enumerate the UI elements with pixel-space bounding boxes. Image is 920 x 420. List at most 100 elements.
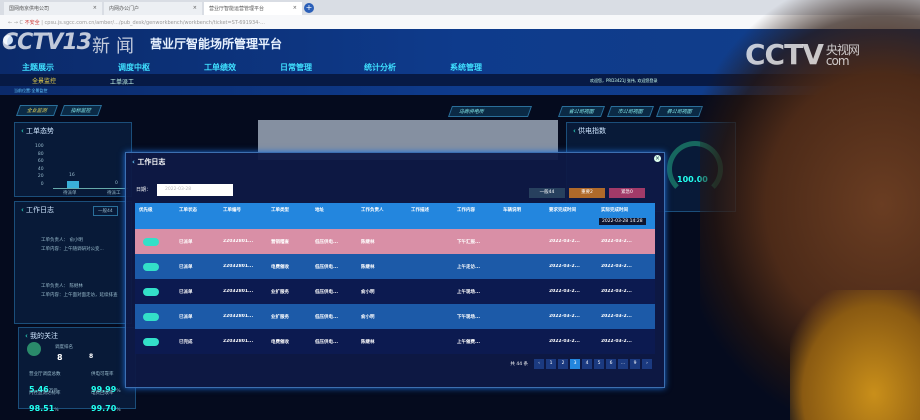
nav-item[interactable]: 工单绩效 bbox=[204, 63, 236, 72]
filter-important-button[interactable]: 重要2 bbox=[569, 188, 605, 198]
y-tick: 100 bbox=[35, 144, 44, 149]
metric: 营业厅调度总数 5.46万元 bbox=[29, 371, 61, 396]
table-cell: 俞小明 bbox=[361, 314, 375, 320]
table-cell: 业扩服务 bbox=[271, 314, 289, 320]
page-button[interactable]: 9 bbox=[630, 359, 640, 369]
table-cell: 2022-03-2... bbox=[549, 239, 580, 244]
metric-value: 5.46 bbox=[29, 385, 49, 394]
date-input[interactable]: 2022-03-28 bbox=[157, 184, 233, 196]
page-button[interactable]: 5 bbox=[594, 359, 604, 369]
table-cell: 2022-03-2... bbox=[601, 339, 632, 344]
column-header[interactable]: 工单状态 bbox=[179, 208, 197, 213]
priority-toggle[interactable] bbox=[143, 287, 159, 296]
search-box[interactable]: 乌商供电所 bbox=[447, 106, 533, 117]
nav-item[interactable]: 系统管理 bbox=[450, 63, 482, 72]
panel-title: 工单态势 bbox=[15, 123, 131, 139]
metric-label: 供电可靠率 bbox=[91, 372, 114, 377]
page-button[interactable]: 1 bbox=[546, 359, 556, 369]
nav-item[interactable]: 日常管理 bbox=[280, 63, 312, 72]
nav-item[interactable]: 统计分析 bbox=[364, 63, 396, 72]
filter-urgent-button[interactable]: 紧急0 bbox=[609, 188, 645, 198]
sub-nav-bar bbox=[0, 74, 920, 86]
table-cell: 陈继林 bbox=[361, 239, 375, 245]
column-header[interactable]: 地址 bbox=[315, 208, 324, 213]
sub-nav-active[interactable]: 全景监控 bbox=[32, 78, 57, 85]
owner: 俞小明 bbox=[69, 238, 83, 243]
column-header[interactable]: 优先级 bbox=[139, 208, 153, 213]
column-header[interactable]: 工作描述 bbox=[411, 208, 429, 213]
x-axis bbox=[53, 188, 128, 189]
priority-toggle[interactable] bbox=[143, 237, 159, 246]
table-row[interactable]: 已派单 22032801... 业扩服务 低压供电... 俞小明 上午现场... 2022-… bbox=[135, 279, 655, 304]
metric-label: 内控监测达标率 bbox=[29, 391, 61, 396]
tab-label: 营业厅智能运营管理平台 bbox=[209, 6, 265, 12]
table-cell bbox=[135, 337, 175, 346]
address-bar[interactable]: ← → C 不安全 | cpsu.js.sgcc.com.cn/amber/..… bbox=[0, 15, 920, 29]
table-cell: 上午走访... bbox=[457, 264, 481, 270]
priority-toggle[interactable] bbox=[143, 337, 159, 346]
log-entry[interactable]: 工单负责人： 陈继林 工单内容：上午面对面走访，延续排查 bbox=[41, 282, 118, 300]
close-icon[interactable]: × bbox=[192, 5, 197, 11]
nav-item[interactable]: 调度中枢 bbox=[118, 63, 150, 72]
table-cell: 下午现场... bbox=[457, 314, 481, 320]
table-cell: 2022-03-2... bbox=[601, 314, 632, 319]
filter-normal-button[interactable]: 一般44 bbox=[529, 188, 565, 198]
view-tabs-left: 全业监测 指标监控 bbox=[15, 105, 103, 116]
tab-metrics[interactable]: 指标监控 bbox=[60, 105, 103, 116]
next-page-button[interactable]: › bbox=[642, 359, 652, 369]
rank-label: 调度排名 bbox=[55, 345, 73, 350]
back-icon[interactable]: ‹ bbox=[132, 158, 138, 166]
close-icon[interactable]: × bbox=[654, 155, 661, 162]
priority-toggle[interactable] bbox=[143, 262, 159, 271]
column-header[interactable]: 工单编号 bbox=[223, 208, 241, 213]
content: 工单内容：上午面对面走访，延续排查 bbox=[41, 293, 118, 298]
column-header[interactable]: 车辆说明 bbox=[503, 208, 521, 213]
page-button[interactable]: 6 bbox=[606, 359, 616, 369]
priority-tag[interactable]: 一般44 bbox=[93, 206, 118, 216]
browser-tab[interactable]: 内网办公门户 × bbox=[104, 2, 202, 15]
tab-county[interactable]: 县公司视图 bbox=[656, 106, 704, 117]
log-entry[interactable]: 工单负责人： 俞小明 工单内容：上午随调研对公变... bbox=[41, 236, 104, 254]
new-tab-button[interactable]: + bbox=[304, 3, 314, 13]
browser-tab-active[interactable]: 营业厅智能运营管理平台 × bbox=[204, 2, 302, 15]
table-cell: 2022-03-2... bbox=[601, 264, 632, 269]
page-button[interactable]: 4 bbox=[582, 359, 592, 369]
sub-nav-item[interactable]: 工单派工 bbox=[110, 79, 135, 86]
modal-title: ‹ 工作日志 bbox=[132, 157, 165, 167]
column-header[interactable]: 工作内容 bbox=[457, 208, 475, 213]
tab-province[interactable]: 省公司视图 bbox=[557, 106, 606, 117]
table-row[interactable]: 已完成 22032801... 电费催收 低压供电... 陈继林 上午催费... 2022-… bbox=[135, 329, 655, 354]
table-cell: 2022-03-2... bbox=[549, 339, 580, 344]
breadcrumb: 当前位置:全景监控 bbox=[14, 88, 48, 93]
column-header[interactable]: 实际完成时间 bbox=[601, 208, 628, 213]
table-row[interactable]: 已派单 22032801... 业扩服务 低压供电... 俞小明 下午现场... 2022-… bbox=[135, 304, 655, 329]
nav-item[interactable]: 主题展示 bbox=[22, 63, 54, 72]
page-button[interactable]: ... bbox=[618, 359, 628, 369]
person-shirt bbox=[790, 290, 920, 420]
tab-city[interactable]: 市公司视图 bbox=[607, 106, 655, 117]
tab-overview[interactable]: 全业监测 bbox=[15, 105, 59, 116]
column-header[interactable]: 要求完成时间 bbox=[549, 208, 576, 213]
label: 工单负责人： bbox=[41, 238, 68, 243]
table-row[interactable]: 已派单 22032801... 营销稽查 低压供电... 陈继林 下午汇报... 2022-… bbox=[135, 229, 655, 254]
work-log-panel: 工作日志 一般44 工单负责人： 俞小明 工单内容：上午随调研对公变... 工单… bbox=[14, 201, 132, 324]
metric-label: 电费回收率 bbox=[91, 391, 114, 396]
table-cell: 陈继林 bbox=[361, 264, 375, 270]
table-cell: 已完成 bbox=[179, 339, 193, 345]
table-cell: 下午汇报... bbox=[457, 239, 481, 245]
table-row[interactable]: 已派单 22032801... 电费催收 低压供电... 陈继林 上午走访... 2022-… bbox=[135, 254, 655, 279]
priority-toggle[interactable] bbox=[143, 312, 159, 321]
y-tick: 0 bbox=[40, 181, 44, 187]
column-header[interactable]: 工作负责人 bbox=[361, 208, 384, 213]
close-icon[interactable]: × bbox=[292, 5, 297, 11]
column-header[interactable]: 工单类型 bbox=[271, 208, 289, 213]
tab-label: 国网南京供电公司 bbox=[9, 6, 50, 12]
bar-label: 16 bbox=[69, 173, 75, 178]
page-button[interactable]: 2 bbox=[558, 359, 568, 369]
close-icon[interactable]: × bbox=[92, 5, 97, 11]
browser-tab[interactable]: 国网南京供电公司 × bbox=[4, 2, 102, 15]
page-button[interactable]: 3 bbox=[570, 359, 580, 369]
browser-tab-bar: 国网南京供电公司 × 内网办公门户 × 营业厅智能运营管理平台 × + bbox=[0, 0, 920, 15]
prev-page-button[interactable]: ‹ bbox=[534, 359, 544, 369]
